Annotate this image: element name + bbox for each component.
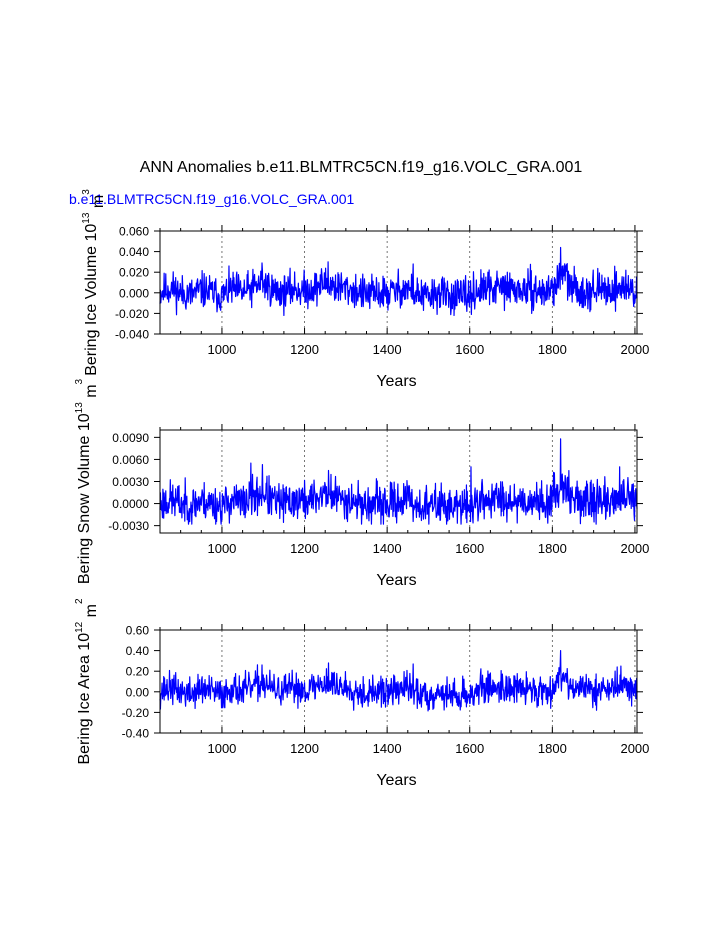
chart-panel-1: 1000 1200 1400 1600 1800 2000 -0.040 -0.020 0.00… [81,189,649,390]
chart-panel-2: 1000 1200 1400 1600 1800 2000 -0.0030 0.0000 0.0… [74,378,649,589]
x-tick-label: 1800 [538,342,567,357]
y-tick-label: 0.020 [119,266,149,280]
x-tick-label: 1400 [373,342,402,357]
plot-frame [159,230,638,335]
x-tick-label: 1200 [290,342,319,357]
y-tick-label: -0.20 [122,706,150,720]
y-tick-label: -0.020 [115,307,149,321]
x-tick-label: 1800 [538,741,567,756]
x-tick-label: 1400 [373,541,402,556]
x-tick-label: 1400 [373,741,402,756]
x-axis-label: Years [376,373,416,390]
y-tick-label: 0.040 [119,245,149,259]
y-tick-label: 0.60 [126,624,150,638]
x-tick-label: 1600 [455,541,484,556]
x-tick-label: 1200 [290,741,319,756]
x-axis-label: Years [376,772,416,789]
figure-title: ANN Anomalies b.e11.BLMTRC5CN.f19_g16.VO… [140,159,583,176]
data-series-line [159,246,638,317]
x-tick-label: 1200 [290,541,319,556]
x-axis-label: Years [376,572,416,589]
y-tick-label: -0.40 [122,727,150,741]
y-tick-label: 0.000 [119,286,149,300]
x-tick-label: 1800 [538,541,567,556]
y-tick-label: 0.40 [126,644,150,658]
y-tick-label: 0.0060 [112,453,149,467]
y-tick-label: -0.040 [115,328,149,342]
x-tick-label: 2000 [620,541,649,556]
x-tick-label: 1600 [455,741,484,756]
case-label: b.e11.BLMTRC5CN.f19_g16.VOLC_GRA.001 [69,191,355,207]
chart-panel-3: 1000 1200 1400 1600 1800 2000 -0.40 -0.20 0.00 0.… [74,598,649,789]
y-axis-label: Bering Ice Volume 1013 m3 [81,189,107,376]
x-tick-label: 1000 [207,342,236,357]
x-tick-label: 2000 [620,741,649,756]
y-tick-label: 0.0030 [112,475,149,489]
x-tick-label: 2000 [620,342,649,357]
y-axis-label: Bering Ice Area 1012 m2 [74,598,100,765]
y-axis-label: Bering Snow Volume 1013 m3 [74,378,100,584]
plot-frame [159,629,638,734]
data-series-line [159,649,638,712]
x-tick-label: 1000 [207,541,236,556]
y-tick-label: 0.0090 [112,431,149,445]
data-series-line [159,438,638,525]
y-tick-label: 0.00 [126,685,150,699]
y-tick-label: 0.20 [126,665,150,679]
y-tick-label: 0.0000 [112,497,149,511]
y-tick-label: 0.060 [119,225,149,239]
x-tick-label: 1000 [207,741,236,756]
y-tick-label: -0.0030 [108,519,149,533]
x-tick-label: 1600 [455,342,484,357]
